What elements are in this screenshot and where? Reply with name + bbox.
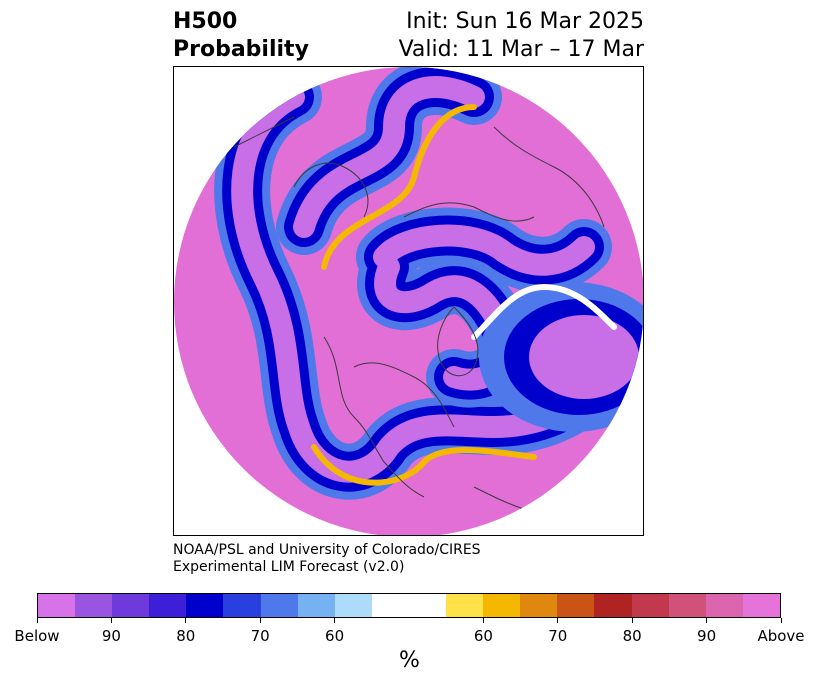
colorbar-tick [259, 618, 261, 623]
colorbar-tick-label: Above [757, 627, 805, 645]
colorbar-tick [110, 618, 112, 623]
colorbar [37, 593, 781, 618]
colorbar-tick [36, 618, 38, 623]
colorbar-swatch [631, 594, 669, 617]
colorbar-tick [631, 618, 633, 623]
colorbar-tick-label: 80 [176, 627, 196, 645]
coastlines [233, 116, 605, 513]
colorbar-swatch [557, 594, 595, 617]
colorbar-swatch [112, 594, 150, 617]
colorbar-swatch [371, 594, 409, 617]
colorbar-swatch [446, 594, 484, 617]
title-product: Probability [173, 37, 309, 62]
colorbar-swatch [149, 594, 187, 617]
forecast-dates: Init: Sun 16 Mar 2025 Valid: 11 Mar – 17… [399, 8, 644, 64]
colorbar-tick-label: 90 [697, 627, 717, 645]
title-variable: H500 [173, 9, 238, 34]
colorbar-tick-label: 70 [250, 627, 270, 645]
colorbar-swatch [260, 594, 298, 617]
colorbar-tick [185, 618, 187, 623]
colorbar-tick [706, 618, 708, 623]
globe-disc [174, 67, 643, 535]
colorbar-swatch [742, 594, 780, 617]
transition-edges [311, 104, 617, 486]
colorbar-swatch [668, 594, 706, 617]
colorbar-tick-label: 70 [548, 627, 568, 645]
colorbar-swatch [75, 594, 113, 617]
colorbar-swatch [297, 594, 335, 617]
colorbar-swatch [186, 594, 224, 617]
colorbar-swatch [594, 594, 632, 617]
colorbar-swatch [520, 594, 558, 617]
colorbar-tick-label: Below [14, 627, 60, 645]
colorbar-swatch [483, 594, 521, 617]
colorbar-tick-label: 90 [101, 627, 121, 645]
colorbar-tick-label: 80 [622, 627, 642, 645]
colorbar-tick [780, 618, 782, 623]
colorbar-unit: % [399, 648, 420, 673]
credit-line-2: Experimental LIM Forecast (v2.0) [173, 559, 405, 575]
colorbar-tick [557, 618, 559, 623]
probability-map-svg [174, 67, 643, 535]
colorbar-tick-label: 60 [325, 627, 345, 645]
valid-dates: Valid: 11 Mar – 17 Mar [398, 37, 644, 62]
init-date: Init: Sun 16 Mar 2025 [406, 9, 644, 34]
colorbar-swatch [223, 594, 261, 617]
colorbar-tick-label: 60 [473, 627, 493, 645]
colorbar-swatch [38, 594, 76, 617]
below-normal-arctic-band [276, 67, 612, 408]
polar-map [173, 66, 644, 536]
colorbar-tick [334, 618, 336, 623]
map-title: H500 Probability [173, 8, 309, 64]
colorbar-swatch [705, 594, 743, 617]
credit-text: NOAA/PSL and University of Colorado/CIRE… [173, 542, 481, 576]
colorbar-swatch [408, 594, 447, 617]
colorbar-swatch [334, 594, 372, 617]
colorbar-tick [482, 618, 484, 623]
credit-line-1: NOAA/PSL and University of Colorado/CIRE… [173, 542, 481, 558]
